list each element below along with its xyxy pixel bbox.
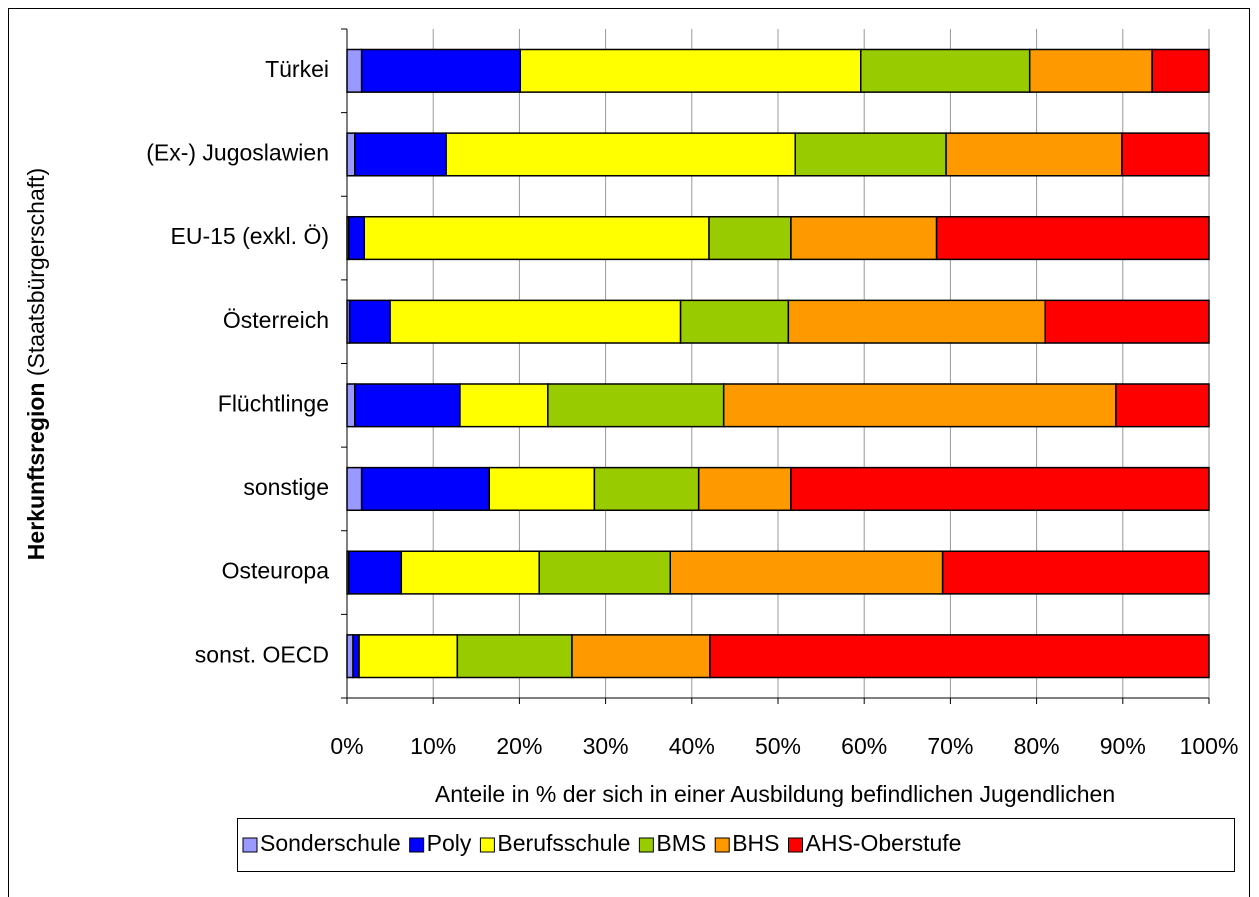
- y-axis-label-rest: (Staatsbürgerschaft): [23, 168, 49, 376]
- x-tick-label: 50%: [755, 733, 801, 759]
- bar-segment: [346, 466, 363, 512]
- y-tick-label: Flüchtlinge: [218, 390, 329, 416]
- x-tick-label: 80%: [1014, 733, 1060, 759]
- bar-segment: [456, 634, 573, 679]
- bar-segment: [538, 550, 672, 595]
- bar-segment: [669, 550, 944, 595]
- bar-segment: [722, 383, 1117, 428]
- bar-segment: [347, 215, 365, 261]
- y-tick-label: Türkei: [265, 56, 329, 82]
- bar-segment: [354, 383, 461, 428]
- bar-segment: [709, 634, 1210, 679]
- legend-swatch: [788, 837, 804, 853]
- bar-segment: [352, 634, 360, 679]
- bar-segment: [346, 634, 354, 679]
- x-tick-label: 100%: [1180, 733, 1239, 759]
- bar-segment: [1028, 48, 1153, 93]
- bar-segment: [358, 634, 459, 679]
- x-tick-label: 60%: [841, 733, 887, 759]
- legend-label: AHS-Oberstufe: [806, 830, 962, 856]
- bar-segment: [354, 132, 447, 177]
- bar-segment: [790, 215, 938, 261]
- bar-segment: [571, 634, 711, 679]
- legend-swatch: [409, 837, 425, 853]
- legend-label: BHS: [732, 830, 779, 856]
- x-tick-label: 20%: [496, 733, 542, 759]
- y-tick-label: EU-15 (exkl. Ö): [171, 223, 329, 249]
- bar-segment: [1044, 299, 1210, 344]
- bar-segment: [941, 550, 1210, 595]
- bar-segment: [445, 132, 796, 177]
- x-tick-label: 0%: [330, 733, 363, 759]
- bar-segment: [593, 466, 700, 512]
- y-tick-label: sonstige: [243, 474, 329, 500]
- legend-label: Berufsschule: [497, 830, 630, 856]
- x-axis-label: Anteile in % der sich in einer Ausbildun…: [435, 781, 1115, 807]
- bar-segment: [860, 48, 1031, 93]
- bar-segment: [708, 215, 792, 261]
- bar-segment: [790, 466, 1210, 512]
- legend-label: Sonderschule: [260, 830, 401, 856]
- x-tick-label: 30%: [583, 733, 629, 759]
- x-tick-label: 40%: [669, 733, 715, 759]
- legend-swatch: [242, 837, 258, 853]
- bar-segment: [360, 48, 522, 93]
- legend-box: [237, 818, 1235, 872]
- bar-segment: [346, 132, 356, 177]
- bar-segment: [697, 466, 792, 512]
- y-axis-label-bold: Herkunftsregion: [23, 383, 49, 561]
- y-tick-label: sonst. OECD: [195, 641, 329, 667]
- x-tick-label: 90%: [1100, 733, 1146, 759]
- bar-segment: [459, 383, 549, 428]
- bar-segment: [935, 215, 1210, 261]
- chart-border: [8, 8, 1250, 897]
- bar-segment: [1151, 48, 1210, 93]
- bar-segment: [945, 132, 1123, 177]
- bar-segment: [348, 299, 391, 344]
- legend-label: BMS: [656, 830, 706, 856]
- bar-segment: [679, 299, 790, 344]
- y-tick-label: (Ex-) Jugoslawien: [146, 140, 329, 166]
- legend-label: Poly: [427, 830, 472, 856]
- y-tick-label: Osteuropa: [222, 558, 330, 584]
- bar-segment: [346, 383, 356, 428]
- bar-segment: [389, 299, 682, 344]
- bar-segment: [346, 48, 363, 93]
- bar-segment: [794, 132, 947, 177]
- bar-segment: [519, 48, 862, 93]
- bar-segment: [360, 466, 490, 512]
- bar-segment: [1121, 132, 1210, 177]
- bar-segment: [488, 466, 596, 512]
- legend-swatch: [479, 837, 495, 853]
- legend-swatch: [638, 837, 654, 853]
- bar-segment: [363, 215, 710, 261]
- y-axis-label: Herkunftsregion (Staatsbürgerschaft): [23, 168, 49, 560]
- bar-segment: [1115, 383, 1210, 428]
- bar-segment: [400, 550, 540, 595]
- y-tick-label: Österreich: [223, 307, 329, 333]
- bar-segment: [347, 550, 403, 595]
- x-tick-label: 70%: [927, 733, 973, 759]
- bar-segment: [787, 299, 1046, 344]
- bar-segment: [547, 383, 725, 428]
- legend-swatch: [714, 837, 730, 853]
- x-tick-label: 10%: [410, 733, 456, 759]
